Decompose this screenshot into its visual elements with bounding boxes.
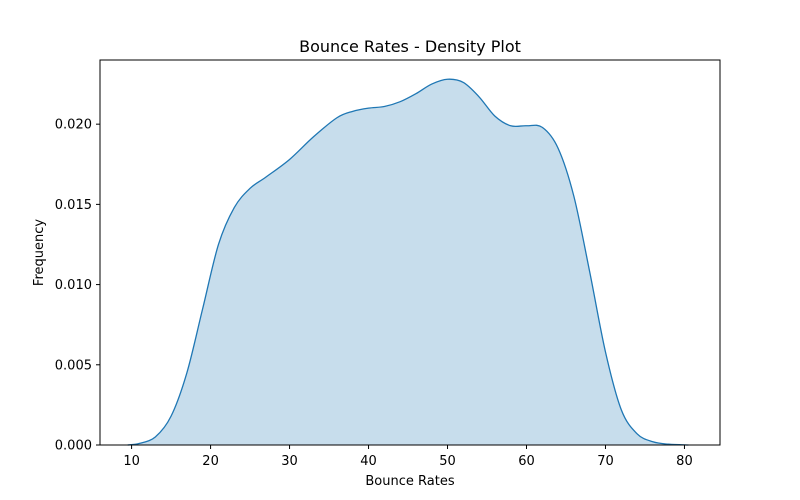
y-tick-label: 0.020 <box>55 118 92 133</box>
density-area-fill <box>127 79 689 446</box>
y-axis-label: Frequency <box>32 219 47 286</box>
x-tick-label: 10 <box>123 454 140 469</box>
x-axis-label: Bounce Rates <box>365 474 454 489</box>
x-axis-ticks: 10 20 30 40 50 60 70 80 <box>123 445 693 469</box>
x-tick-label: 60 <box>518 454 535 469</box>
y-tick-label: 0.010 <box>55 278 92 293</box>
density-curve-line <box>127 78 689 446</box>
x-tick-label: 70 <box>597 454 614 469</box>
x-tick-label: 50 <box>439 454 456 469</box>
y-tick-label: 0.005 <box>55 358 92 373</box>
y-tick-label: 0.000 <box>55 439 92 454</box>
x-tick-label: 40 <box>360 454 377 469</box>
axes-frame <box>99 59 721 446</box>
y-axis-ticks: 0.000 0.005 0.010 0.015 0.020 <box>55 118 100 454</box>
plot-area <box>127 78 689 446</box>
y-tick-label: 0.015 <box>55 198 92 213</box>
x-tick-label: 30 <box>281 454 298 469</box>
chart-title: Bounce Rates - Density Plot <box>299 37 521 56</box>
x-tick-label: 80 <box>676 454 693 469</box>
x-tick-label: 20 <box>202 454 219 469</box>
